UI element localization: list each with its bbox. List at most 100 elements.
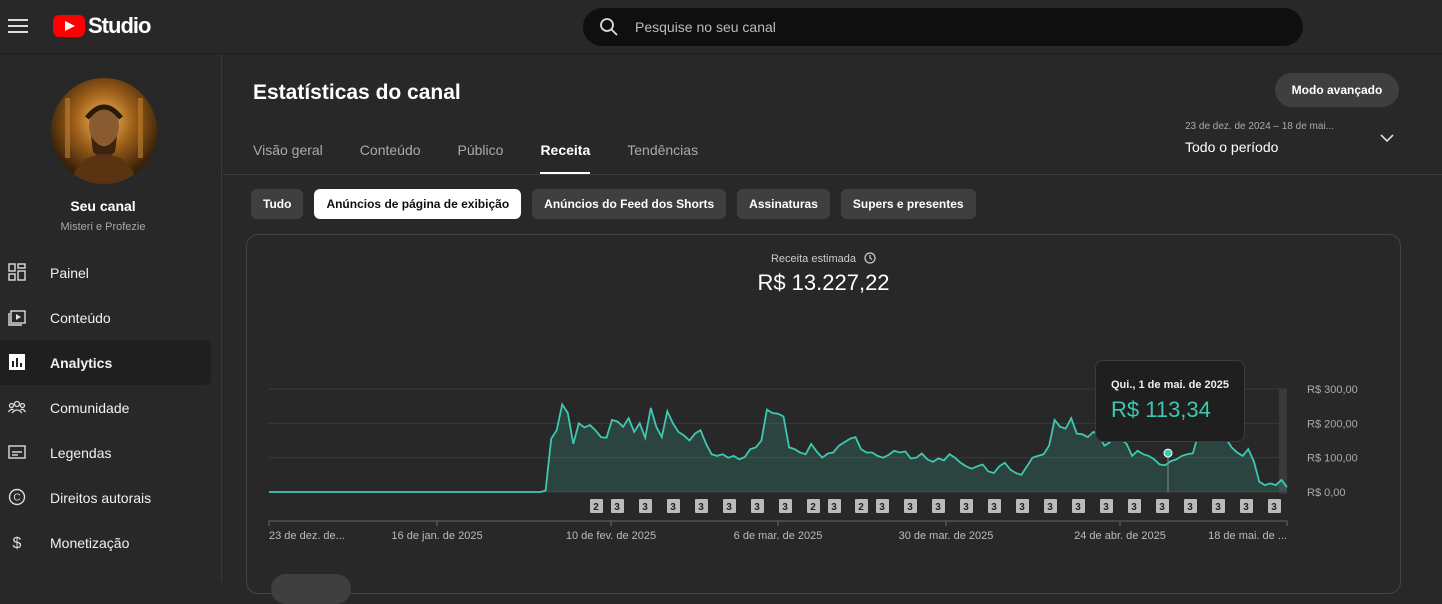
partial-button[interactable] <box>271 574 351 604</box>
chip-tudo[interactable]: Tudo <box>251 189 304 219</box>
top-bar: Studio <box>0 0 1442 54</box>
clock-icon[interactable] <box>864 252 876 264</box>
marker-badge-label: 3 <box>1131 502 1137 513</box>
marker-badge <box>876 499 889 513</box>
marker-badge <box>855 499 868 513</box>
chip-anuncios-pagina-exibicao[interactable]: Anúncios de página de exibição <box>314 189 522 219</box>
revenue-filter-chips: Tudo Anúncios de página de exibição Anún… <box>251 189 987 219</box>
sidebar-item-monetizacao[interactable]: $ Monetização <box>0 520 222 565</box>
y-tick-label: R$ 100,00 <box>1307 453 1358 465</box>
x-tick-label: 23 de dez. de... <box>269 530 345 542</box>
marker-badge-label: 2 <box>858 502 864 513</box>
main-content: Estatísticas do canal Modo avançado Visã… <box>223 54 1442 604</box>
x-tick-label: 18 de mai. de ... <box>1208 530 1287 542</box>
page-title: Estatísticas do canal <box>253 81 461 104</box>
sidebar-item-conteudo[interactable]: Conteúdo <box>0 295 222 340</box>
x-tick-label: 30 de mar. de 2025 <box>899 530 994 542</box>
sidebar-item-label: Monetização <box>50 534 130 551</box>
sidebar-item-legendas[interactable]: Legendas <box>0 430 222 475</box>
sidebar: Seu canal Misteri e Profezie Painel Cont… <box>0 54 222 582</box>
marker-badge <box>1212 499 1225 513</box>
sidebar-item-painel[interactable]: Painel <box>0 250 222 295</box>
marker-badge <box>1240 499 1253 513</box>
marker-badge-label: 3 <box>963 502 969 513</box>
sidebar-item-analytics[interactable]: Analytics <box>0 340 211 385</box>
marker-badge <box>828 499 841 513</box>
content-icon <box>8 310 26 326</box>
period-range: 23 de dez. de 2024 – 18 de mai... <box>1185 121 1334 132</box>
marker-badge <box>590 499 603 513</box>
x-tick-label: 16 de jan. de 2025 <box>391 530 482 542</box>
tooltip-date: Qui., 1 de mai. de 2025 <box>1111 379 1229 391</box>
marker-badge-label: 3 <box>642 502 648 513</box>
y-tick-label: R$ 200,00 <box>1307 418 1358 430</box>
community-icon <box>8 400 26 414</box>
youtube-logo-icon <box>53 15 85 37</box>
chevron-down-icon <box>1380 134 1394 143</box>
tooltip-value: R$ 113,34 <box>1111 397 1211 422</box>
marker-badge-label: 3 <box>670 502 676 513</box>
sidebar-item-label: Analytics <box>50 354 113 371</box>
tab-publico[interactable]: Público <box>457 142 504 158</box>
marker-badge-label: 3 <box>1243 502 1249 513</box>
series-area <box>269 404 1287 492</box>
marker-badge <box>807 499 820 513</box>
chip-supers-presentes[interactable]: Supers e presentes <box>840 189 976 219</box>
marker-badge-label: 3 <box>1047 502 1053 513</box>
marker-badge-label: 3 <box>614 502 620 513</box>
monetization-icon: $ <box>13 535 22 551</box>
sidebar-nav: Painel Conteúdo Analytics Comunidade Leg… <box>0 250 222 565</box>
logo-text: Studio <box>88 13 151 38</box>
y-tick-label: R$ 300,00 <box>1307 384 1358 396</box>
sidebar-item-label: Conteúdo <box>50 309 111 326</box>
x-tick-label: 24 de abr. de 2025 <box>1074 530 1166 542</box>
sidebar-item-label: Painel <box>50 264 89 281</box>
svg-text:$: $ <box>13 535 22 551</box>
sidebar-item-comunidade[interactable]: Comunidade <box>0 385 222 430</box>
channel-name: Seu canal <box>70 198 136 214</box>
marker-badge-label: 3 <box>698 502 704 513</box>
x-tick-label: 6 de mar. de 2025 <box>734 530 823 542</box>
marker-badge-label: 3 <box>907 502 913 513</box>
hover-band <box>1279 389 1287 494</box>
search-input[interactable] <box>635 19 1235 35</box>
chart-tooltip: Qui., 1 de mai. de 2025 R$ 113,34 <box>1095 360 1245 442</box>
chip-anuncios-feed-shorts[interactable]: Anúncios do Feed dos Shorts <box>532 189 727 219</box>
subtitles-icon <box>8 445 26 459</box>
tab-tendencias[interactable]: Tendências <box>627 142 699 158</box>
marker-badge-label: 3 <box>1103 502 1109 513</box>
hamburger-menu-icon[interactable] <box>8 15 28 35</box>
youtube-studio-logo[interactable]: Studio <box>53 13 151 39</box>
analytics-icon <box>9 354 25 370</box>
chip-assinaturas[interactable]: Assinaturas <box>737 189 830 219</box>
advanced-mode-button[interactable]: Modo avançado <box>1275 73 1399 107</box>
marker-badge <box>988 499 1001 513</box>
tab-visao-geral[interactable]: Visão geral <box>253 142 323 158</box>
marker-badge-label: 3 <box>879 502 885 513</box>
period-selector[interactable]: 23 de dez. de 2024 – 18 de mai... Todo o… <box>1185 121 1395 155</box>
marker-badge-label: 3 <box>831 502 837 513</box>
marker-badge <box>779 499 792 513</box>
marker-badge-label: 3 <box>1187 502 1193 513</box>
channel-avatar[interactable] <box>51 78 157 184</box>
period-selected: Todo o período <box>1185 139 1279 155</box>
marker-badge <box>1100 499 1113 513</box>
metric-label: Receita estimada <box>770 253 856 265</box>
search-bar[interactable] <box>583 8 1303 46</box>
sidebar-item-label: Legendas <box>50 444 112 461</box>
y-tick-label: R$ 0,00 <box>1307 487 1346 499</box>
marker-badge-label: 3 <box>1159 502 1165 513</box>
metric-label-row: Receita estimada <box>247 252 1400 265</box>
tab-conteudo[interactable]: Conteúdo <box>359 142 421 158</box>
marker-badge-label: 3 <box>782 502 788 513</box>
marker-badge-label: 3 <box>991 502 997 513</box>
sidebar-item-direitos-autorais[interactable]: C Direitos autorais <box>0 475 222 520</box>
copyright-icon: C <box>8 488 26 506</box>
marker-badge-label: 3 <box>1215 502 1221 513</box>
tab-receita[interactable]: Receita <box>540 142 591 174</box>
marker-badge-label: 3 <box>1075 502 1081 513</box>
marker-badge <box>1072 499 1085 513</box>
marker-badge <box>611 499 624 513</box>
marker-badge <box>751 499 764 513</box>
channel-subtitle: Misteri e Profezie <box>60 221 146 233</box>
